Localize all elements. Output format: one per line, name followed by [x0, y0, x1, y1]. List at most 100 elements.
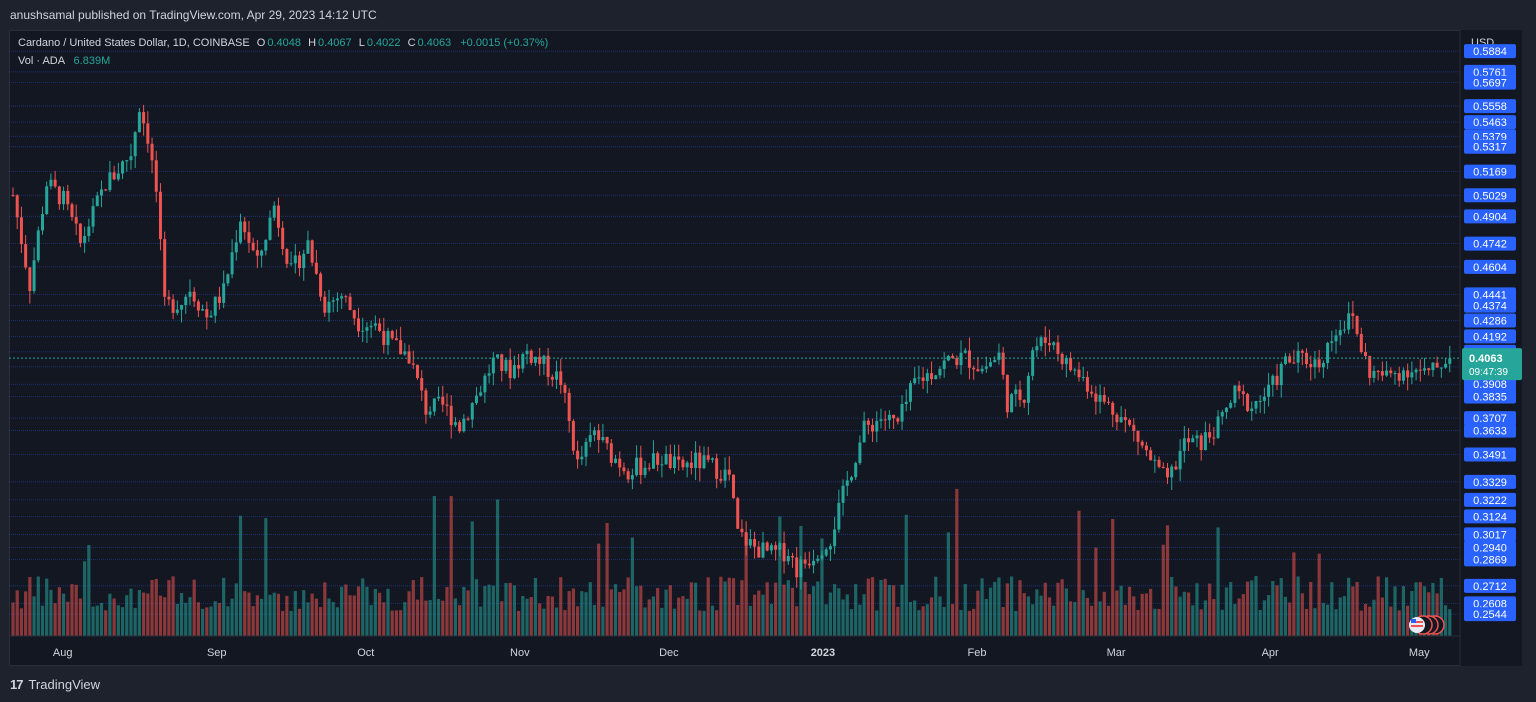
- candle-body: [702, 455, 706, 469]
- volume-bar: [1262, 600, 1266, 636]
- volume-bar: [929, 597, 934, 636]
- candle-body: [1140, 441, 1144, 446]
- volume-legend[interactable]: Vol · ADA 6.839M: [18, 55, 114, 67]
- price-label: 0.3017: [1473, 529, 1507, 541]
- candle-body: [1241, 391, 1245, 395]
- volume-bar: [1376, 576, 1380, 636]
- candle-body: [344, 296, 348, 298]
- volume-bar: [348, 595, 352, 636]
- candles: [11, 104, 1452, 590]
- volume-bar: [870, 577, 875, 636]
- volume-bar: [744, 534, 748, 636]
- candle-body: [175, 309, 179, 313]
- volume-bar: [757, 590, 761, 636]
- candle-body: [1288, 356, 1292, 363]
- candle-body: [1060, 353, 1064, 365]
- price-label-bg: [1464, 607, 1516, 622]
- candle-body: [424, 390, 428, 415]
- candle-body: [1165, 467, 1169, 478]
- candle-body: [795, 557, 799, 578]
- volume-bar: [1195, 583, 1199, 636]
- candle-body: [555, 371, 559, 380]
- volume-bar: [668, 585, 672, 636]
- symbol-legend[interactable]: Cardano / United States Dollar, 1D, COIN…: [18, 37, 552, 49]
- volume-bar: [993, 581, 997, 636]
- volume-bar: [571, 588, 575, 636]
- candle-body: [108, 172, 112, 190]
- candle-body: [984, 366, 988, 369]
- candle-body: [99, 189, 103, 196]
- volume-bar: [1443, 605, 1448, 636]
- candle-body: [441, 396, 445, 405]
- candle-body: [512, 365, 516, 379]
- candle-body: [53, 179, 57, 187]
- price-label: 0.2712: [1473, 581, 1507, 593]
- price-label: 0.4604: [1473, 262, 1507, 274]
- volume-bar: [1389, 606, 1393, 636]
- volume-bar: [479, 606, 483, 636]
- volume-bar: [769, 603, 774, 636]
- volume-bar: [1380, 597, 1384, 636]
- tradingview-logo[interactable]: 17 TradingView: [10, 677, 100, 692]
- volume-bar: [597, 543, 601, 636]
- time-label: Aug: [53, 647, 73, 659]
- volume-bar: [365, 586, 369, 636]
- candle-body: [205, 309, 209, 318]
- price-label-bg: [1464, 313, 1516, 328]
- volume-bar: [900, 584, 904, 636]
- candle-body: [453, 422, 457, 426]
- price-label: 0.3124: [1473, 511, 1507, 523]
- volume-bar: [976, 590, 980, 636]
- candle-body: [137, 112, 141, 133]
- volume-bar: [1267, 595, 1271, 636]
- volume-bar: [1427, 592, 1431, 636]
- price-label: 0.4374: [1473, 301, 1507, 313]
- volume-bar: [487, 584, 491, 636]
- volume-bar: [715, 610, 719, 636]
- candle-body: [639, 457, 643, 475]
- volume-bar: [466, 590, 470, 636]
- volume-bar: [1191, 605, 1195, 636]
- volume-bar: [1435, 593, 1439, 636]
- volume-bar: [542, 608, 546, 636]
- candle-body: [264, 239, 268, 251]
- candle-body: [1271, 375, 1275, 385]
- candle-body: [508, 359, 512, 379]
- volume-bar: [104, 610, 108, 636]
- candle-body: [491, 357, 495, 374]
- candle-body: [841, 485, 845, 503]
- price-label: 0.5463: [1473, 117, 1507, 129]
- chart-pane[interactable]: [9, 30, 1522, 666]
- candle-body: [972, 367, 976, 370]
- candle-body: [1203, 432, 1207, 451]
- volume-bar: [116, 605, 120, 636]
- candle-body: [925, 373, 929, 382]
- volume-bar: [765, 582, 769, 636]
- volume-bar: [1414, 582, 1418, 636]
- candle-body: [694, 452, 698, 468]
- flag-icon[interactable]: [1409, 615, 1445, 635]
- volume-bar: [53, 603, 57, 636]
- candle-body: [243, 221, 247, 233]
- candle-body: [260, 250, 264, 256]
- candle-body: [293, 255, 297, 264]
- candlestick-chart[interactable]: USD 0.58840.57610.56970.55580.54630.5379…: [9, 30, 1522, 666]
- volume-bar: [656, 588, 660, 636]
- candle-body: [580, 456, 584, 460]
- candle-body: [74, 217, 78, 224]
- candle-body: [95, 195, 99, 207]
- volume-bar: [934, 576, 938, 636]
- candle-body: [466, 418, 470, 420]
- candle-body: [727, 469, 731, 475]
- candle-body: [1254, 401, 1258, 409]
- price-label-bg: [1464, 64, 1516, 79]
- price-label-bg: [1464, 423, 1516, 438]
- volume-bar: [1077, 510, 1081, 636]
- volume-bar: [660, 607, 664, 636]
- candle-body: [378, 323, 382, 332]
- volume-bar: [175, 603, 179, 636]
- candle-body: [1317, 359, 1321, 368]
- price-label-bg: [1464, 596, 1516, 611]
- volume-bar: [1224, 587, 1229, 636]
- candle-body: [1069, 357, 1073, 371]
